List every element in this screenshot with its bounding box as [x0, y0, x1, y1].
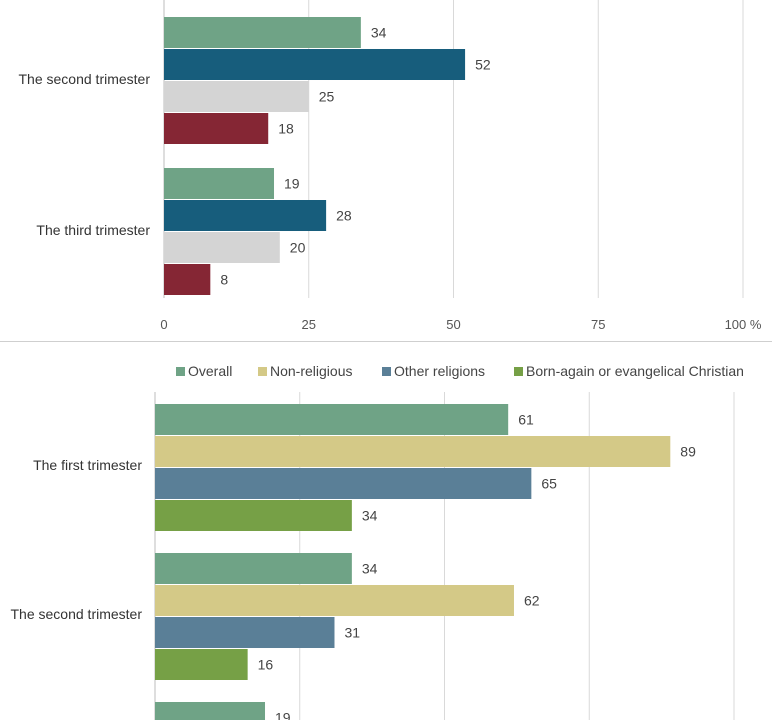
- data-label: 34: [362, 508, 378, 524]
- bar: [164, 113, 269, 144]
- category-label: The second trimester: [19, 71, 151, 87]
- data-label: 19: [275, 710, 291, 720]
- x-tick-label: 75: [591, 317, 605, 332]
- bar: [155, 468, 532, 499]
- data-label: 89: [680, 444, 696, 460]
- bar: [164, 17, 361, 48]
- data-label: 34: [371, 25, 387, 41]
- legend-swatch: [258, 367, 267, 376]
- legend-label: Other religions: [394, 363, 485, 379]
- category-label: The first trimester: [33, 457, 142, 473]
- legend-swatch: [176, 367, 185, 376]
- bar: [164, 81, 309, 112]
- bar: [164, 49, 466, 80]
- bar: [155, 702, 266, 720]
- data-label: 62: [524, 593, 540, 609]
- data-label: 20: [290, 240, 306, 256]
- data-label: 25: [319, 89, 335, 105]
- legend-label: Non-religious: [270, 363, 352, 379]
- data-label: 16: [258, 657, 274, 673]
- bar: [155, 553, 352, 584]
- bar: [164, 168, 275, 199]
- chart-divider: [0, 341, 772, 342]
- legend-label: Born-again or evangelical Christian: [526, 363, 744, 379]
- chart-top: 0 25 50 75 100 % The second trimester 34 52 25 18…: [19, 0, 762, 332]
- bar: [155, 649, 248, 680]
- data-label: 61: [518, 412, 534, 428]
- bar: [155, 500, 352, 531]
- bar: [155, 617, 335, 648]
- data-label: 8: [220, 272, 228, 288]
- category-label: The third trimester: [36, 222, 150, 238]
- legend-label: Overall: [188, 363, 232, 379]
- bar: [155, 404, 509, 435]
- data-label: 65: [541, 476, 557, 492]
- bar: [164, 200, 327, 231]
- bar: [155, 436, 671, 467]
- legend-swatch: [382, 367, 391, 376]
- data-label: 31: [344, 625, 360, 641]
- x-tick-label: 50: [446, 317, 460, 332]
- x-tick-label: 100 %: [725, 317, 762, 332]
- data-label: 28: [336, 208, 352, 224]
- x-tick-label: 0: [160, 317, 167, 332]
- bar: [164, 232, 280, 263]
- data-label: 34: [362, 561, 378, 577]
- bar: [164, 264, 211, 295]
- data-label: 52: [475, 57, 491, 73]
- data-label: 19: [284, 176, 300, 192]
- bar: [155, 585, 514, 616]
- data-label: 18: [278, 121, 294, 137]
- x-tick-label: 25: [302, 317, 316, 332]
- category-label: The second trimester: [11, 606, 143, 622]
- legend-swatch: [514, 367, 523, 376]
